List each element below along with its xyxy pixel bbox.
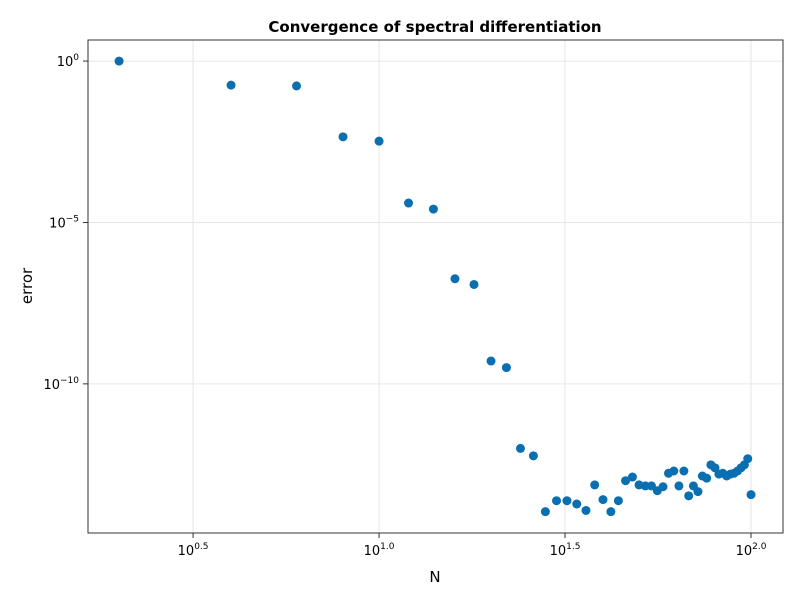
- data-point: [606, 507, 616, 517]
- data-point: [679, 466, 689, 476]
- data-point: [658, 482, 668, 492]
- data-point: [292, 81, 302, 91]
- data-point: [693, 487, 703, 497]
- data-point: [552, 496, 562, 506]
- chart-title: Convergence of spectral differentiation: [268, 18, 601, 36]
- data-point: [486, 356, 496, 366]
- data-point: [515, 443, 525, 453]
- data-point: [669, 466, 679, 476]
- data-point: [428, 204, 438, 214]
- data-point: [743, 454, 753, 464]
- data-point: [114, 56, 124, 66]
- data-point: [226, 80, 236, 90]
- data-point: [581, 505, 591, 515]
- x-axis-label: N: [429, 568, 440, 586]
- data-point: [469, 279, 479, 289]
- y-tick-label: 100: [57, 53, 80, 70]
- y-axis-label: error: [18, 267, 36, 304]
- x-tick-label: 102.0: [736, 542, 767, 559]
- plot-frame: [87, 39, 784, 534]
- data-point: [590, 480, 600, 490]
- data-point: [404, 198, 414, 208]
- data-point: [572, 499, 582, 509]
- x-tick-label: 100.5: [178, 542, 209, 559]
- points: [114, 56, 756, 517]
- ticks: 100.5 101.0 101.5 102.0 100 10−5 10−10: [43, 53, 766, 559]
- data-point: [338, 132, 348, 142]
- data-point: [598, 495, 608, 505]
- data-point: [702, 473, 712, 483]
- data-point: [562, 496, 572, 506]
- data-point: [450, 274, 460, 284]
- x-tick-label: 101.0: [364, 542, 395, 559]
- data-point: [621, 476, 631, 486]
- data-point: [627, 472, 637, 482]
- data-point: [540, 507, 550, 517]
- y-tick-label: 10−5: [49, 214, 79, 231]
- y-tick-label: 10−10: [43, 376, 79, 393]
- grid: [88, 40, 783, 533]
- data-point: [684, 491, 694, 501]
- data-point: [674, 481, 684, 491]
- x-tick-label: 101.5: [550, 542, 581, 559]
- data-point: [374, 136, 384, 146]
- data-point: [528, 451, 538, 461]
- data-point: [613, 496, 623, 506]
- data-point: [501, 363, 511, 373]
- data-point: [746, 490, 756, 500]
